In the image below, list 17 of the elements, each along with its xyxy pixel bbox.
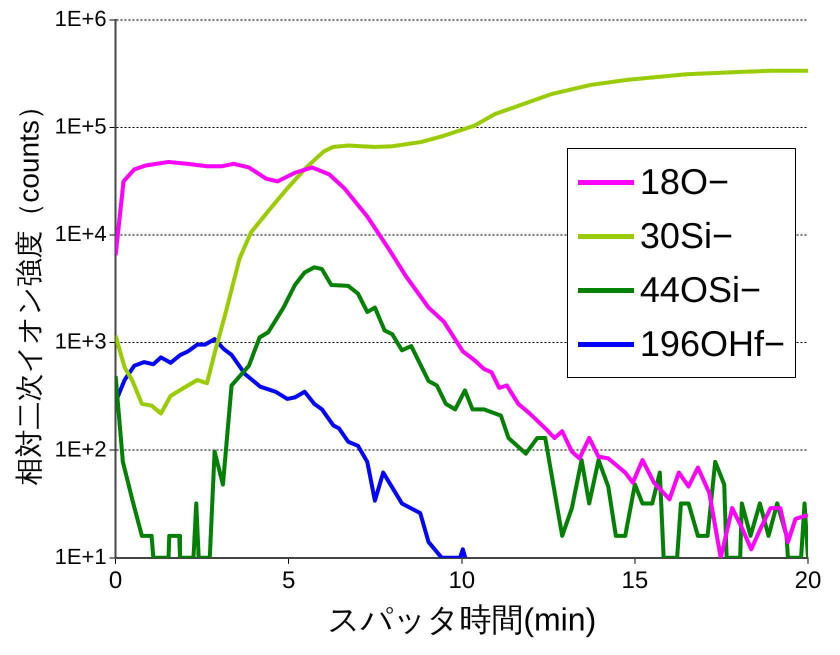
y-axis-title: 相対二次イオン強度（counts） [14,92,45,486]
y-tick-label: 1E+5 [54,114,107,139]
legend-label: 196OHf− [640,323,785,365]
legend-label: 30Si− [640,215,733,257]
legend-label: 44OSi− [640,269,761,311]
x-tick-label: 10 [448,566,476,594]
y-tick-label: 1E+6 [54,6,107,32]
y-tick-label: 1E+4 [54,221,107,246]
y-tick-label: 1E+1 [54,544,107,569]
y-tick-label: 1E+2 [54,436,107,462]
x-tick-label: 20 [794,566,822,594]
x-tick-label: 0 [108,566,122,594]
x-tick-label: 15 [622,566,648,594]
legend-label: 18O− [640,161,729,203]
x-tick-label: 5 [282,566,296,594]
y-tick-label: 1E+3 [54,328,107,354]
x-axis-title: スパッタ時間(min) [327,602,596,638]
